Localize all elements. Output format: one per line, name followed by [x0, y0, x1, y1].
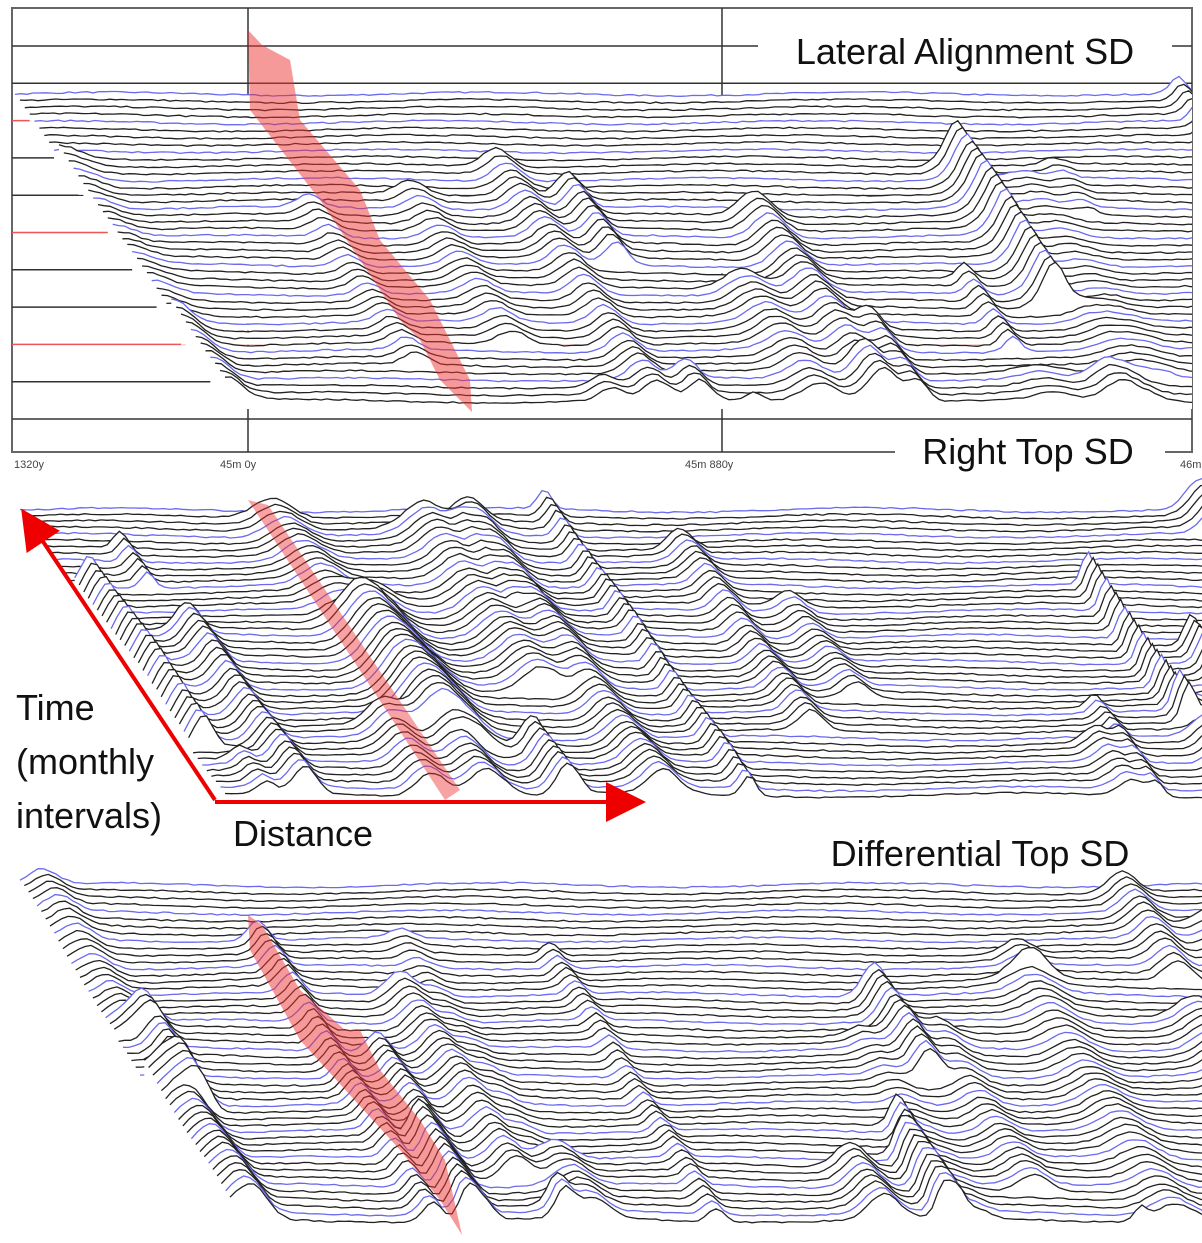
axis-label: 46m [1180, 459, 1201, 471]
waterfall-traces [20, 479, 1202, 804]
distance-label: Distance [233, 813, 373, 854]
trace-fill [25, 485, 1202, 525]
panel-title: Differential Top SD [831, 833, 1130, 874]
panel-title: Right Top SD [922, 431, 1133, 472]
trace [20, 479, 1202, 513]
waterfall-traces [20, 869, 1202, 1229]
time-label: (monthly [16, 741, 154, 782]
time-label: Time [16, 687, 95, 728]
time-label: intervals) [16, 795, 162, 836]
panel-title: Lateral Alignment SD [796, 31, 1134, 72]
axis-label: 45m 0y [220, 459, 257, 471]
axis-label: 1320y [14, 459, 44, 471]
axis-label: 45m 880y [685, 459, 734, 471]
